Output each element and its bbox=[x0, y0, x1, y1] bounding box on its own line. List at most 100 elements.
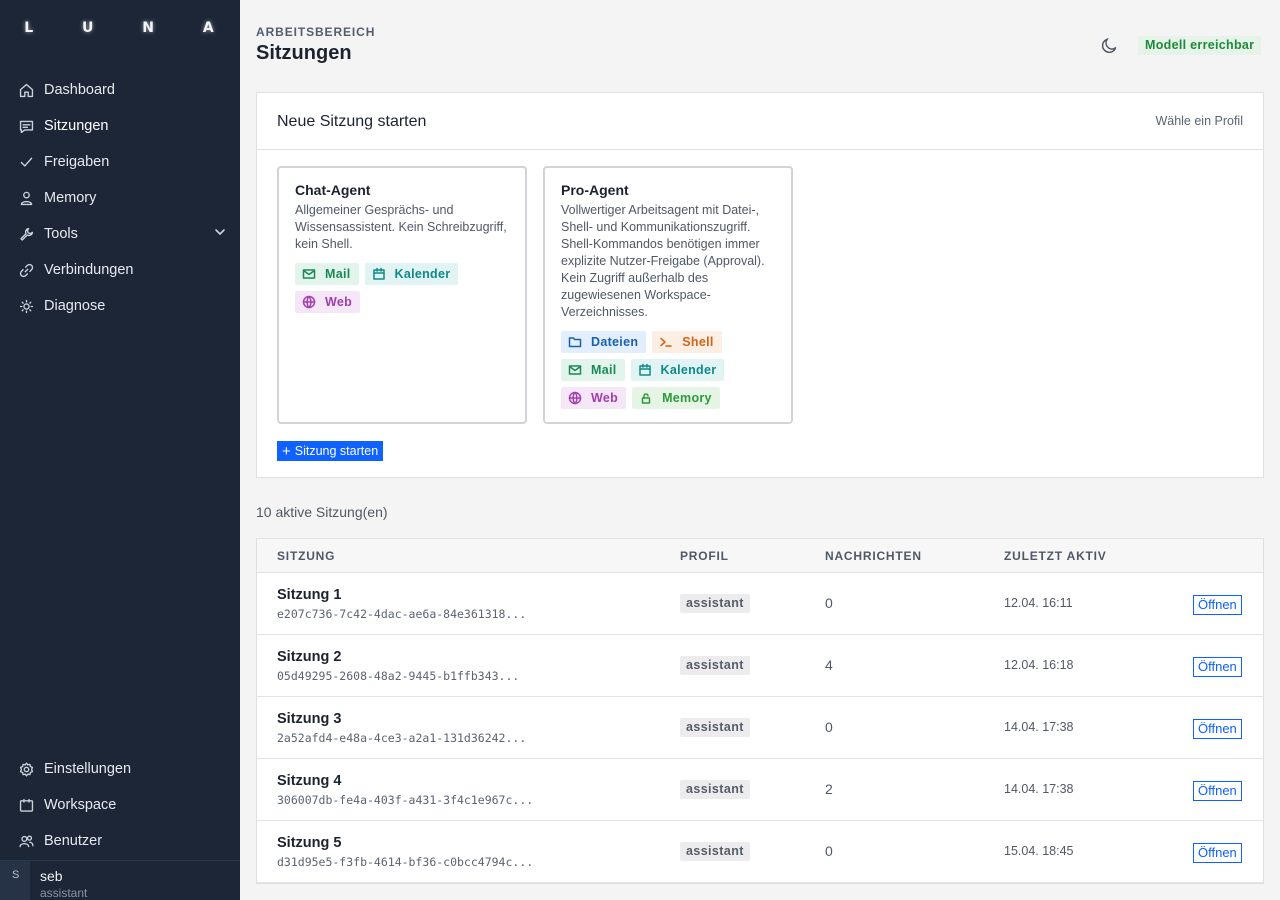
session-name: Sitzung 3 bbox=[277, 711, 342, 727]
user-panel[interactable]: S seb assistant bbox=[0, 860, 240, 900]
sidebar-item-label: Freigaben bbox=[44, 154, 110, 170]
globe-icon bbox=[568, 391, 582, 405]
session-id: 306007db-fe4a-403f-a431-3f4c1e967c... bbox=[277, 793, 534, 807]
tag-dateien: Dateien bbox=[561, 331, 647, 353]
sidebar-item-verbindungen[interactable]: Verbindungen bbox=[0, 252, 240, 288]
table-row[interactable]: Sitzung 1 e207c736-7c42-4dac-ae6a-84e3613… bbox=[257, 573, 1263, 635]
terminal-icon bbox=[660, 337, 673, 347]
open-button[interactable]: Öffnen bbox=[1193, 781, 1242, 801]
session-name: Sitzung 5 bbox=[277, 835, 342, 851]
sidebar-item-label: Einstellungen bbox=[44, 761, 132, 777]
column-header-nachrichten[interactable]: NACHRICHTEN bbox=[825, 549, 922, 563]
wrench-icon bbox=[16, 224, 36, 244]
sidebar-item-memory[interactable]: Memory bbox=[0, 180, 240, 216]
calendar-icon bbox=[372, 267, 385, 280]
column-header-profil[interactable]: PROFIL bbox=[680, 549, 729, 563]
sidebar-item-dashboard[interactable]: Dashboard bbox=[0, 72, 240, 108]
start-session-button[interactable]: + Sitzung starten bbox=[277, 441, 384, 461]
profile-card-pro-agent[interactable]: Pro-Agent Vollwertiger Arbeitsagent mit … bbox=[543, 166, 793, 424]
status-badge: Modell erreichbar bbox=[1138, 36, 1262, 55]
user-name: seb bbox=[40, 868, 63, 884]
open-button[interactable]: Öffnen bbox=[1193, 719, 1242, 739]
chevron-down-icon[interactable] bbox=[214, 226, 226, 242]
user-role: assistant bbox=[40, 886, 88, 900]
session-count: 10 aktive Sitzung(en) bbox=[256, 504, 388, 520]
open-button[interactable]: Öffnen bbox=[1193, 657, 1242, 677]
profile-hint: Wähle ein Profil bbox=[1155, 114, 1243, 128]
main-content: ARBEITSBEREICH Sitzungen Modell erreichb… bbox=[240, 0, 1280, 900]
message-count: 4 bbox=[825, 657, 833, 673]
sidebar-item-diagnose[interactable]: Diagnose bbox=[0, 288, 240, 324]
profile-description: Allgemeiner Gesprächs- und Wissensassist… bbox=[295, 203, 507, 251]
calendar-icon bbox=[638, 363, 651, 376]
sidebar: L U N A Dashboard Sitzungen Freigaben Me… bbox=[0, 0, 240, 900]
main-nav: Dashboard Sitzungen Freigaben Memory Too… bbox=[0, 72, 240, 324]
session-id: 2a52afd4-e48a-4ce3-a2a1-131d36242... bbox=[277, 731, 527, 745]
session-name: Sitzung 4 bbox=[277, 773, 342, 789]
message-count: 0 bbox=[825, 595, 833, 611]
app-logo: L U N A bbox=[24, 20, 236, 36]
sidebar-item-freigaben[interactable]: Freigaben bbox=[0, 144, 240, 180]
sidebar-item-label: Dashboard bbox=[44, 82, 115, 98]
last-active: 15.04. 18:45 bbox=[1004, 844, 1074, 858]
table-row[interactable]: Sitzung 3 2a52afd4-e48a-4ce3-a2a1-131d362… bbox=[257, 697, 1263, 759]
profile-name: Pro-Agent bbox=[561, 182, 629, 198]
session-id: d31d95e5-f3fb-4614-bf36-c0bcc4794c... bbox=[277, 855, 534, 869]
folder-icon bbox=[568, 337, 582, 348]
session-id: 05d49295-2608-48a2-9445-b1ffb343... bbox=[277, 669, 520, 683]
users-icon bbox=[16, 831, 36, 851]
moon-icon[interactable] bbox=[1100, 36, 1120, 56]
sidebar-item-label: Tools bbox=[44, 226, 78, 242]
open-button[interactable]: Öffnen bbox=[1193, 843, 1242, 863]
tag-web: Web bbox=[295, 291, 361, 313]
profile-badge: assistant bbox=[680, 718, 750, 737]
gear-icon bbox=[16, 759, 36, 779]
sidebar-item-tools[interactable]: Tools bbox=[0, 216, 240, 252]
sidebar-item-label: Verbindungen bbox=[44, 262, 134, 278]
message-count: 2 bbox=[825, 781, 833, 797]
sidebar-item-label: Benutzer bbox=[44, 833, 103, 849]
profile-badge: assistant bbox=[680, 780, 750, 799]
new-session-card: Neue Sitzung starten Wähle ein Profil Ch… bbox=[256, 92, 1264, 478]
profile-card-chat-agent[interactable]: Chat-Agent Allgemeiner Gesprächs- und Wi… bbox=[277, 166, 527, 424]
page-title: Sitzungen bbox=[256, 42, 352, 64]
calendar-icon bbox=[16, 795, 36, 815]
tag-shell: Shell bbox=[652, 331, 722, 353]
session-name: Sitzung 2 bbox=[277, 649, 342, 665]
tag-kalender: Kalender bbox=[630, 359, 725, 381]
last-active: 14.04. 17:38 bbox=[1004, 720, 1074, 734]
sidebar-item-workspace[interactable]: Workspace bbox=[0, 787, 240, 823]
globe-icon bbox=[302, 295, 316, 309]
sidebar-item-label: Memory bbox=[44, 190, 97, 206]
column-header-sitzung[interactable]: SITZUNG bbox=[277, 549, 336, 563]
sidebar-item-label: Sitzungen bbox=[44, 118, 109, 134]
last-active: 12.04. 16:11 bbox=[1004, 596, 1073, 610]
plus-icon: + bbox=[282, 442, 291, 460]
profile-badge: assistant bbox=[680, 842, 750, 861]
sidebar-item-label: Workspace bbox=[44, 797, 117, 813]
profile-badge: assistant bbox=[680, 656, 750, 675]
check-icon bbox=[16, 152, 36, 172]
breadcrumb: ARBEITSBEREICH bbox=[256, 25, 376, 39]
avatar: S bbox=[0, 861, 30, 900]
table-row[interactable]: Sitzung 4 306007db-fe4a-403f-a431-3f4c1e9… bbox=[257, 759, 1263, 821]
column-header-zuletzt-aktiv[interactable]: ZULETZT AKTIV bbox=[1004, 549, 1107, 563]
sessions-table: SITZUNG PROFIL NACHRICHTEN ZULETZT AKTIV… bbox=[256, 538, 1264, 884]
sidebar-item-sitzungen[interactable]: Sitzungen bbox=[0, 108, 240, 144]
open-button[interactable]: Öffnen bbox=[1193, 595, 1242, 615]
profile-description: Vollwertiger Arbeitsagent mit Datei-, Sh… bbox=[561, 203, 765, 319]
tag-web: Web bbox=[561, 387, 627, 409]
table-row[interactable]: Sitzung 2 05d49295-2608-48a2-9445-b1ffb34… bbox=[257, 635, 1263, 697]
table-row[interactable]: Sitzung 5 d31d95e5-f3fb-4614-bf36-c0bcc47… bbox=[257, 821, 1263, 883]
message-count: 0 bbox=[825, 843, 833, 859]
profile-name: Chat-Agent bbox=[295, 182, 371, 198]
bottom-nav: Einstellungen Workspace Benutzer bbox=[0, 751, 240, 859]
person-icon bbox=[16, 188, 36, 208]
tag-mail: Mail bbox=[295, 263, 359, 285]
sidebar-item-benutzer[interactable]: Benutzer bbox=[0, 823, 240, 859]
link-icon bbox=[16, 260, 36, 280]
sidebar-item-einstellungen[interactable]: Einstellungen bbox=[0, 751, 240, 787]
mail-icon bbox=[302, 269, 316, 279]
session-id: e207c736-7c42-4dac-ae6a-84e361318... bbox=[277, 607, 527, 621]
session-name: Sitzung 1 bbox=[277, 587, 342, 603]
